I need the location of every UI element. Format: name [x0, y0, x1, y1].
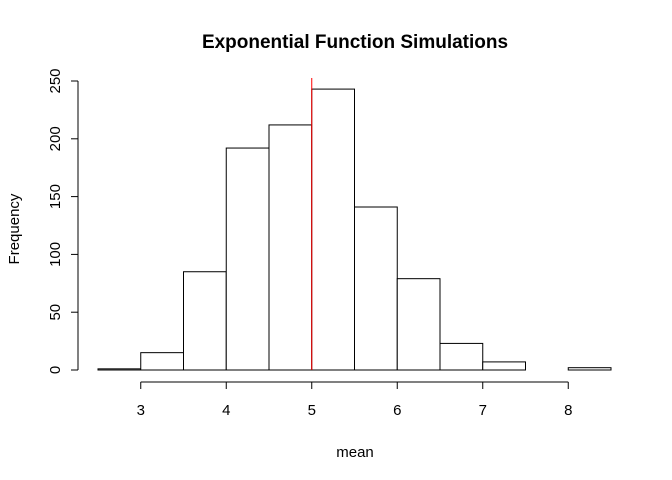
x-tick-label-4: 4	[222, 402, 230, 419]
histogram-bar-7	[396, 278, 441, 371]
histogram-bar-8	[439, 342, 484, 371]
histogram-bar-4	[268, 124, 313, 371]
y-tick-label-150: 150	[47, 184, 64, 209]
y-tick-label-100: 100	[47, 242, 64, 267]
histogram-bar-11	[567, 367, 612, 371]
x-tick-label-5: 5	[308, 402, 316, 419]
histogram-bar-9	[482, 361, 526, 371]
y-tick-label-50: 50	[47, 304, 64, 321]
y-axis: 0 50 100 150 200 250	[47, 68, 79, 374]
x-axis: 3 4 5 6 7 8	[137, 381, 572, 419]
y-axis-label: Frequency	[6, 193, 23, 264]
x-tick-label-8: 8	[564, 402, 572, 419]
histogram-bar-5	[311, 88, 355, 371]
bars-group	[97, 88, 612, 371]
x-axis-label: mean	[336, 444, 374, 461]
y-tick-label-0: 0	[47, 366, 64, 374]
y-tick-label-200: 200	[47, 126, 64, 151]
histogram-bar-1	[140, 352, 184, 371]
histogram-bar-6	[354, 206, 398, 371]
histogram-bar-0	[97, 368, 142, 371]
histogram-bar-3	[225, 147, 270, 371]
chart-title: Exponential Function Simulations	[202, 32, 508, 53]
x-tick-label-7: 7	[479, 402, 487, 419]
x-tick-label-6: 6	[393, 402, 401, 419]
histogram-bar-2	[183, 271, 227, 371]
x-tick-label-3: 3	[137, 402, 145, 419]
y-tick-label-250: 250	[47, 68, 64, 93]
